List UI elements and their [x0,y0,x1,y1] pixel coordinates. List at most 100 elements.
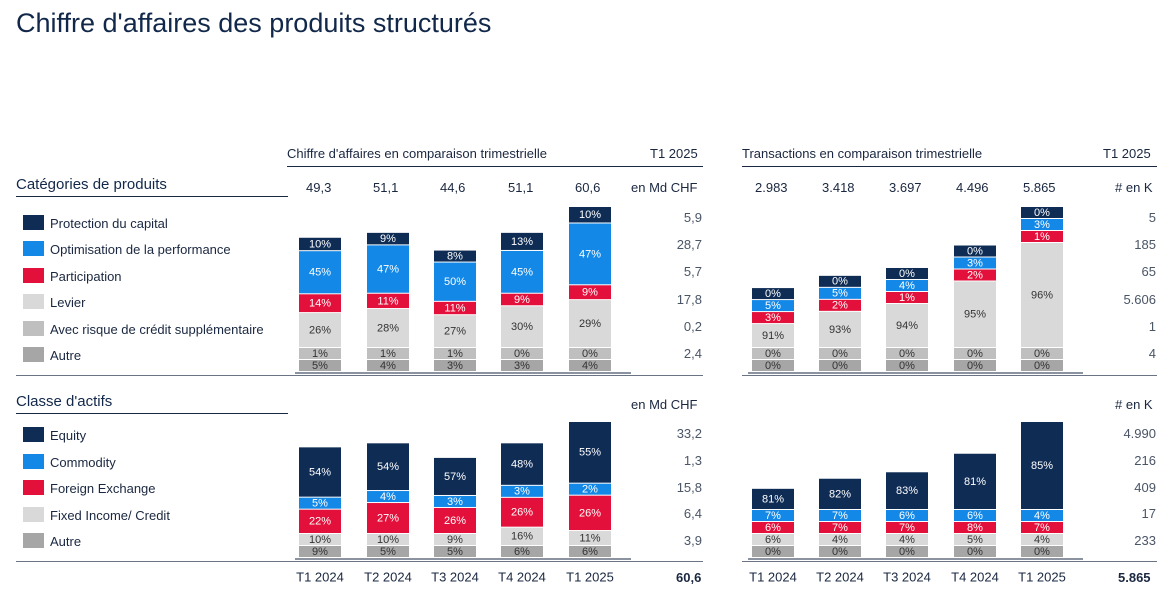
bar-label: 1% [1034,231,1050,243]
bar-segment [501,232,543,250]
bar-label: 27% [377,512,399,524]
right-unit: # en K [1115,397,1153,412]
bar-segment [569,207,611,223]
bar-segment [886,279,928,291]
footer-left-total: 60,6 [676,570,702,585]
bar-segment [367,546,409,557]
bar-segment [299,251,341,294]
section1-bottom-rule-right [742,375,1157,376]
category-value: 17,8 [676,292,702,307]
x-tick-label: T1 2025 [1018,569,1066,584]
legend-swatch [23,533,44,548]
bar-segment [752,488,794,509]
bar-segment [819,287,861,299]
bar-label: 6% [899,510,915,522]
bar-segment [299,348,341,359]
bar-label: 11% [444,302,465,314]
bar-segment [954,245,996,257]
bar-label: 45% [309,267,331,279]
legend-label: Commodity [50,455,116,470]
right-total: 4.496 [956,180,989,195]
bar-segment [819,534,861,545]
bar-segment [299,509,341,533]
bar-segment [434,348,476,359]
bar-label: 9% [514,294,530,306]
bar-label: 6% [514,546,530,558]
asset-count: 17 [1141,506,1156,521]
bar-segment [569,300,611,347]
right-total: 3.418 [822,180,855,195]
bar-segment [886,546,928,557]
bar-segment [501,443,543,485]
bar-label: 0% [832,276,848,288]
legend-swatch [23,507,44,522]
bar-label: 57% [444,471,466,483]
legend-label: Autre [50,348,82,363]
bar-segment [299,534,341,545]
bar-label: 28% [377,322,399,334]
bar-label: 0% [1034,348,1050,360]
bar-segment [954,510,996,521]
bar-segment [886,522,928,533]
bar-label: 0% [899,348,915,360]
bar-label: 55% [579,447,601,459]
asset-value: 6,4 [683,506,702,521]
bar-segment [752,510,794,521]
bar-label: 1% [380,348,396,360]
bar-segment [954,522,996,533]
legend-swatch [23,480,44,495]
bar-segment [1021,522,1063,533]
bar-segment [886,267,928,279]
legend-swatch [23,268,44,283]
legend-label: Autre [50,534,82,549]
bar-label: 26% [444,515,466,527]
bar-segment [886,303,928,347]
bar-label: 85% [1031,460,1053,472]
bar-segment [886,348,928,359]
bar-segment [569,223,611,285]
right-header-rule [742,166,1157,167]
bar-segment [434,534,476,545]
section1-bottom-rule [16,375,703,376]
right-chart-header: Transactions en comparaison trimestriell… [742,146,983,161]
bar-segment [299,497,341,509]
bar-segment [367,491,409,503]
bar-label: 7% [832,522,848,534]
bar-label: 3% [765,312,781,324]
bar-label: 8% [447,250,463,262]
bar-segment [501,306,543,347]
bar-label: 22% [309,516,331,528]
legend-swatch [23,347,44,362]
bar-segment [367,443,409,491]
bar-segment [752,300,794,312]
bar-label: 7% [899,522,915,534]
bar-label: 82% [829,488,851,500]
bar-label: 8% [967,522,983,534]
section1-rule [16,196,288,197]
category-value: 5,7 [683,264,702,279]
bar-segment [501,485,543,497]
legend-label: Equity [50,428,87,443]
bar-segment [569,285,611,300]
bar-label: 26% [309,324,331,336]
legend-label: Levier [50,295,86,310]
bar-label: 5% [967,534,983,546]
bar-segment [886,291,928,303]
bar-label: 81% [964,476,986,488]
bar-label: 94% [896,320,918,332]
bar-segment [819,311,861,347]
bar-label: 45% [511,266,533,278]
bar-label: 27% [444,326,466,338]
section-label-asset-class: Classe d'actifs [16,393,113,410]
left-unit: en Md CHF [631,397,698,412]
section2-bottom-rule [16,561,703,562]
bar-segment [569,495,611,531]
bar-label: 3% [514,360,530,372]
bar-segment [569,360,611,371]
bar-segment [954,534,996,545]
bar-label: 9% [312,546,328,558]
asset-count: 409 [1134,480,1156,495]
legend-swatch [23,241,44,256]
bar-label: 0% [899,268,915,280]
bar-segment [954,281,996,347]
